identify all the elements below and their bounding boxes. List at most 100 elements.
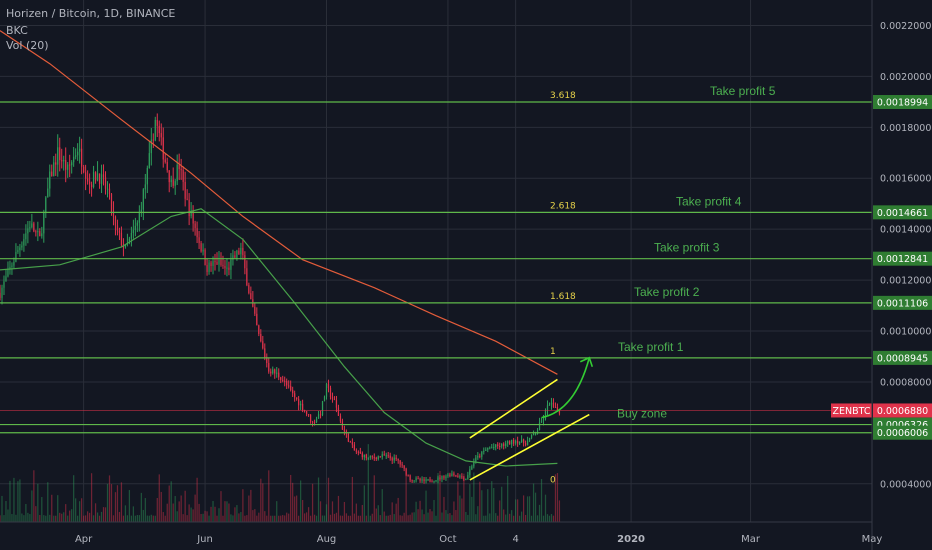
candle[interactable] xyxy=(162,137,164,160)
candle[interactable] xyxy=(94,172,97,181)
candle[interactable] xyxy=(335,400,338,408)
candle[interactable] xyxy=(528,437,531,441)
candle[interactable] xyxy=(156,119,158,126)
candle[interactable] xyxy=(92,172,95,188)
candle[interactable] xyxy=(317,414,320,419)
candle[interactable] xyxy=(55,162,57,165)
candle[interactable] xyxy=(421,479,423,481)
candle[interactable] xyxy=(280,377,282,380)
candle[interactable] xyxy=(102,174,105,178)
candle[interactable] xyxy=(1,287,3,298)
candle[interactable] xyxy=(150,139,152,154)
candle[interactable] xyxy=(65,160,67,170)
candle[interactable] xyxy=(234,255,236,258)
candle[interactable] xyxy=(226,267,228,269)
candle[interactable] xyxy=(469,469,471,476)
candle[interactable] xyxy=(481,451,483,457)
candle[interactable] xyxy=(489,447,491,449)
candle[interactable] xyxy=(495,444,497,448)
candle[interactable] xyxy=(518,442,521,444)
candle[interactable] xyxy=(292,390,294,394)
candle[interactable] xyxy=(41,233,43,237)
candle[interactable] xyxy=(25,233,27,240)
candle[interactable] xyxy=(61,160,63,162)
candle[interactable] xyxy=(401,464,403,466)
candle[interactable] xyxy=(397,459,399,461)
candle[interactable] xyxy=(339,415,342,422)
candle[interactable] xyxy=(341,421,344,430)
candle[interactable] xyxy=(224,265,226,269)
candle[interactable] xyxy=(23,239,25,246)
candle[interactable] xyxy=(51,171,53,177)
candle[interactable] xyxy=(369,456,371,458)
candle[interactable] xyxy=(238,250,240,255)
candle[interactable] xyxy=(315,418,318,423)
candle[interactable] xyxy=(106,188,109,190)
candle[interactable] xyxy=(35,231,37,233)
candle[interactable] xyxy=(79,148,81,152)
candle[interactable] xyxy=(325,383,328,397)
candle[interactable] xyxy=(503,443,505,446)
candle[interactable] xyxy=(268,363,270,372)
candle[interactable] xyxy=(21,245,23,248)
candle[interactable] xyxy=(548,404,551,406)
candle[interactable] xyxy=(538,422,541,430)
candle[interactable] xyxy=(75,155,77,157)
candle[interactable] xyxy=(379,456,381,458)
candle[interactable] xyxy=(479,455,481,457)
candle[interactable] xyxy=(240,247,242,255)
candle[interactable] xyxy=(347,433,350,442)
candle[interactable] xyxy=(361,453,363,458)
candle[interactable] xyxy=(353,444,355,451)
candle[interactable] xyxy=(511,439,513,445)
candle[interactable] xyxy=(532,434,535,436)
candle[interactable] xyxy=(90,184,93,188)
candle[interactable] xyxy=(124,244,127,248)
candle[interactable] xyxy=(5,276,7,282)
candle[interactable] xyxy=(437,477,439,481)
candle[interactable] xyxy=(118,230,121,233)
candle[interactable] xyxy=(349,441,352,443)
candle[interactable] xyxy=(377,456,379,460)
candle[interactable] xyxy=(154,119,156,141)
candle[interactable] xyxy=(220,259,222,265)
candle[interactable] xyxy=(0,292,1,298)
candle[interactable] xyxy=(96,173,99,181)
candle[interactable] xyxy=(311,421,314,423)
candle[interactable] xyxy=(134,225,136,230)
candle[interactable] xyxy=(449,474,451,477)
candle[interactable] xyxy=(158,125,160,134)
candle[interactable] xyxy=(184,181,186,199)
candle[interactable] xyxy=(270,371,272,374)
candle[interactable] xyxy=(244,255,246,269)
candle[interactable] xyxy=(473,461,475,467)
candle[interactable] xyxy=(477,455,479,458)
candle[interactable] xyxy=(11,265,13,267)
candle[interactable] xyxy=(487,448,489,450)
candle[interactable] xyxy=(389,455,391,459)
candle[interactable] xyxy=(57,147,59,165)
candle[interactable] xyxy=(313,421,316,423)
candle[interactable] xyxy=(385,455,387,457)
candle[interactable] xyxy=(110,193,113,212)
candle[interactable] xyxy=(387,455,389,457)
candle[interactable] xyxy=(343,429,346,432)
candle[interactable] xyxy=(447,474,449,477)
candle[interactable] xyxy=(451,473,453,477)
candle[interactable] xyxy=(399,460,401,465)
candle[interactable] xyxy=(534,433,537,435)
candle[interactable] xyxy=(465,479,467,481)
candle[interactable] xyxy=(501,443,503,447)
candle[interactable] xyxy=(49,171,51,189)
candle[interactable] xyxy=(499,445,501,447)
candle[interactable] xyxy=(395,457,397,460)
candle[interactable] xyxy=(542,418,545,421)
candle[interactable] xyxy=(296,397,298,400)
candle[interactable] xyxy=(216,261,218,265)
candle[interactable] xyxy=(81,148,83,167)
candle[interactable] xyxy=(493,447,495,449)
candle[interactable] xyxy=(73,156,75,163)
candle[interactable] xyxy=(31,223,33,228)
candle[interactable] xyxy=(522,439,525,444)
candle[interactable] xyxy=(431,481,433,483)
